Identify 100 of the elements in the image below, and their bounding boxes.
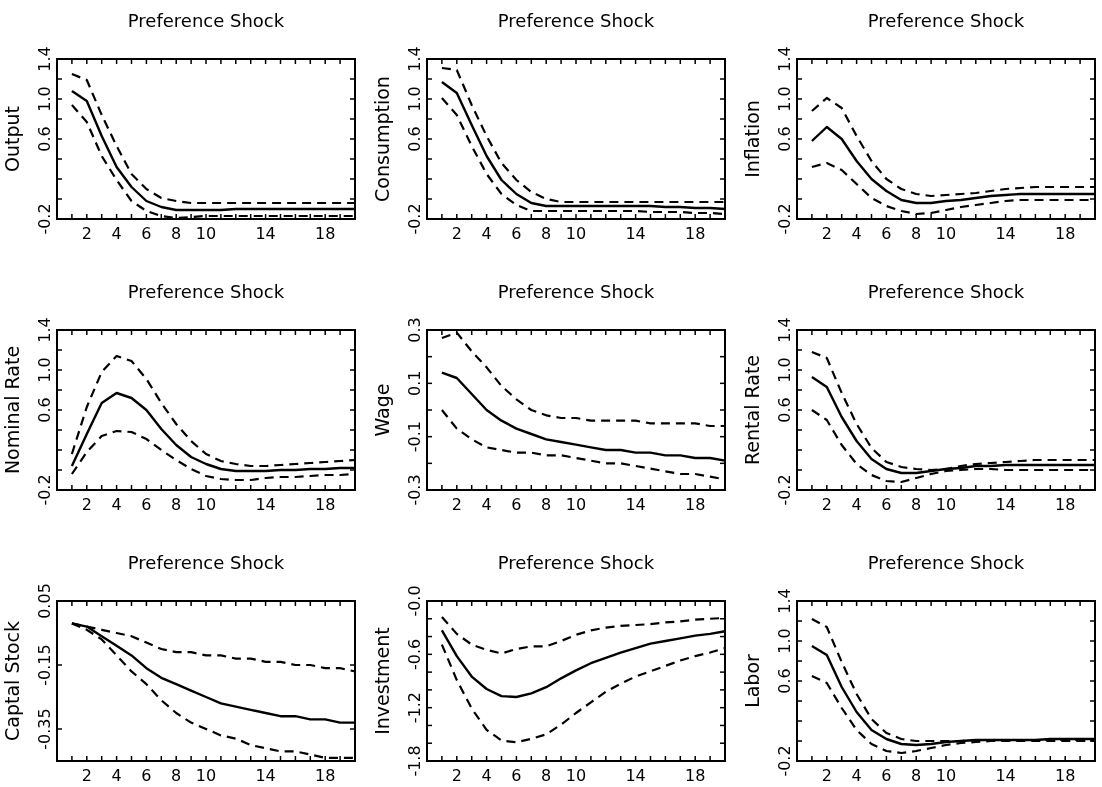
x-tick-label: 6 bbox=[511, 495, 522, 514]
y-tick-label: -0.2 bbox=[405, 203, 424, 235]
x-tick-label: 8 bbox=[171, 495, 182, 514]
y-tick-label: 0.1 bbox=[405, 370, 424, 397]
chart-title: Preference Shock bbox=[497, 10, 655, 31]
x-tick-label: 2 bbox=[821, 224, 832, 243]
chart-title: Preference Shock bbox=[867, 552, 1025, 573]
x-tick-label: 8 bbox=[911, 224, 922, 243]
x-tick-label: 18 bbox=[685, 224, 706, 243]
x-tick-label: 14 bbox=[625, 766, 646, 785]
y-axis-title: Output bbox=[1, 106, 23, 172]
x-tick-label: 10 bbox=[935, 495, 957, 514]
y-tick-label: 1.0 bbox=[775, 628, 794, 654]
x-tick-label: 4 bbox=[481, 766, 492, 785]
y-tick-label: 1.4 bbox=[35, 317, 54, 343]
x-tick-label: 2 bbox=[451, 224, 462, 243]
y-tick-label: 0.3 bbox=[405, 317, 424, 343]
chart-title: Preference Shock bbox=[867, 10, 1025, 31]
x-tick-label: 6 bbox=[141, 766, 152, 785]
y-tick-label: 1.0 bbox=[35, 357, 54, 383]
x-tick-label: 2 bbox=[821, 766, 832, 785]
y-tick-label: 1.0 bbox=[405, 86, 424, 112]
chart-title: Preference Shock bbox=[127, 281, 285, 302]
x-tick-label: 2 bbox=[81, 495, 92, 514]
x-tick-label: 8 bbox=[911, 766, 922, 785]
y-tick-label: 1.0 bbox=[35, 86, 54, 112]
y-tick-label: 1.0 bbox=[775, 357, 794, 383]
y-tick-label: -0.2 bbox=[35, 203, 54, 235]
y-axis-title: Consumption bbox=[371, 76, 393, 202]
y-axis-title: Rental Rate bbox=[741, 354, 763, 466]
y-tick-label: 0.6 bbox=[775, 126, 794, 152]
y-tick-label: -0.6 bbox=[405, 638, 424, 670]
x-tick-label: 6 bbox=[511, 766, 522, 785]
x-tick-label: 2 bbox=[81, 224, 92, 243]
chart-title: Preference Shock bbox=[497, 281, 655, 302]
chart-title: Preference Shock bbox=[867, 281, 1025, 302]
x-tick-label: 10 bbox=[935, 766, 957, 785]
x-tick-label: 14 bbox=[255, 766, 276, 785]
x-tick-label: 10 bbox=[565, 224, 587, 243]
x-tick-label: 10 bbox=[565, 495, 587, 514]
x-tick-label: 8 bbox=[171, 224, 182, 243]
y-tick-label: -0.0 bbox=[405, 585, 424, 617]
y-tick-label: 1.4 bbox=[775, 46, 794, 72]
x-tick-label: 4 bbox=[481, 224, 492, 243]
x-tick-label: 14 bbox=[995, 766, 1016, 785]
x-tick-label: 14 bbox=[255, 495, 276, 514]
y-tick-label: -0.2 bbox=[775, 203, 794, 235]
x-tick-label: 14 bbox=[995, 224, 1016, 243]
x-tick-label: 14 bbox=[625, 495, 646, 514]
x-tick-label: 4 bbox=[111, 224, 122, 243]
x-tick-label: 18 bbox=[315, 495, 336, 514]
y-tick-label: -1.8 bbox=[405, 745, 424, 777]
x-tick-label: 8 bbox=[541, 766, 552, 785]
x-tick-label: 6 bbox=[881, 495, 892, 514]
x-tick-label: 2 bbox=[451, 495, 462, 514]
x-tick-label: 4 bbox=[851, 224, 862, 243]
y-tick-label: -0.2 bbox=[775, 745, 794, 777]
x-tick-label: 10 bbox=[195, 766, 217, 785]
x-tick-label: 4 bbox=[111, 495, 122, 514]
y-tick-label: 0.6 bbox=[775, 668, 794, 694]
y-tick-label: 0.6 bbox=[775, 397, 794, 423]
x-tick-label: 6 bbox=[881, 766, 892, 785]
x-tick-label: 10 bbox=[195, 495, 217, 514]
y-tick-label: -0.2 bbox=[775, 474, 794, 506]
x-tick-label: 8 bbox=[541, 495, 552, 514]
x-tick-label: 18 bbox=[685, 495, 706, 514]
y-tick-label: 0.6 bbox=[35, 397, 54, 423]
x-tick-label: 6 bbox=[141, 495, 152, 514]
x-tick-label: 8 bbox=[911, 495, 922, 514]
chart-title: Preference Shock bbox=[127, 552, 285, 573]
x-tick-label: 6 bbox=[511, 224, 522, 243]
y-tick-label: -0.15 bbox=[35, 644, 54, 686]
y-tick-label: -0.1 bbox=[405, 421, 424, 453]
x-tick-label: 4 bbox=[851, 495, 862, 514]
y-tick-label: -1.2 bbox=[405, 692, 424, 724]
x-tick-label: 18 bbox=[1055, 224, 1076, 243]
x-tick-label: 14 bbox=[625, 224, 646, 243]
y-axis-title: Inflation bbox=[741, 100, 763, 178]
x-tick-label: 4 bbox=[111, 766, 122, 785]
x-tick-label: 10 bbox=[195, 224, 217, 243]
y-tick-label: -0.35 bbox=[35, 708, 54, 750]
x-tick-label: 4 bbox=[851, 766, 862, 785]
x-tick-label: 14 bbox=[995, 495, 1016, 514]
y-axis-title: Wage bbox=[371, 383, 393, 437]
x-tick-label: 8 bbox=[171, 766, 182, 785]
x-tick-label: 18 bbox=[315, 766, 336, 785]
y-tick-label: 0.6 bbox=[405, 126, 424, 152]
x-tick-label: 2 bbox=[451, 766, 462, 785]
y-tick-label: 1.4 bbox=[775, 317, 794, 343]
x-tick-label: 6 bbox=[141, 224, 152, 243]
x-tick-label: 8 bbox=[541, 224, 552, 243]
y-tick-label: 1.4 bbox=[405, 46, 424, 72]
x-tick-label: 18 bbox=[1055, 495, 1076, 514]
x-tick-label: 4 bbox=[481, 495, 492, 514]
y-tick-label: 1.4 bbox=[35, 46, 54, 72]
x-tick-label: 10 bbox=[935, 224, 957, 243]
y-axis-title: Nominal Rate bbox=[1, 345, 23, 475]
y-tick-label: -0.3 bbox=[405, 474, 424, 506]
y-tick-label: -0.2 bbox=[35, 474, 54, 506]
x-tick-label: 18 bbox=[685, 766, 706, 785]
